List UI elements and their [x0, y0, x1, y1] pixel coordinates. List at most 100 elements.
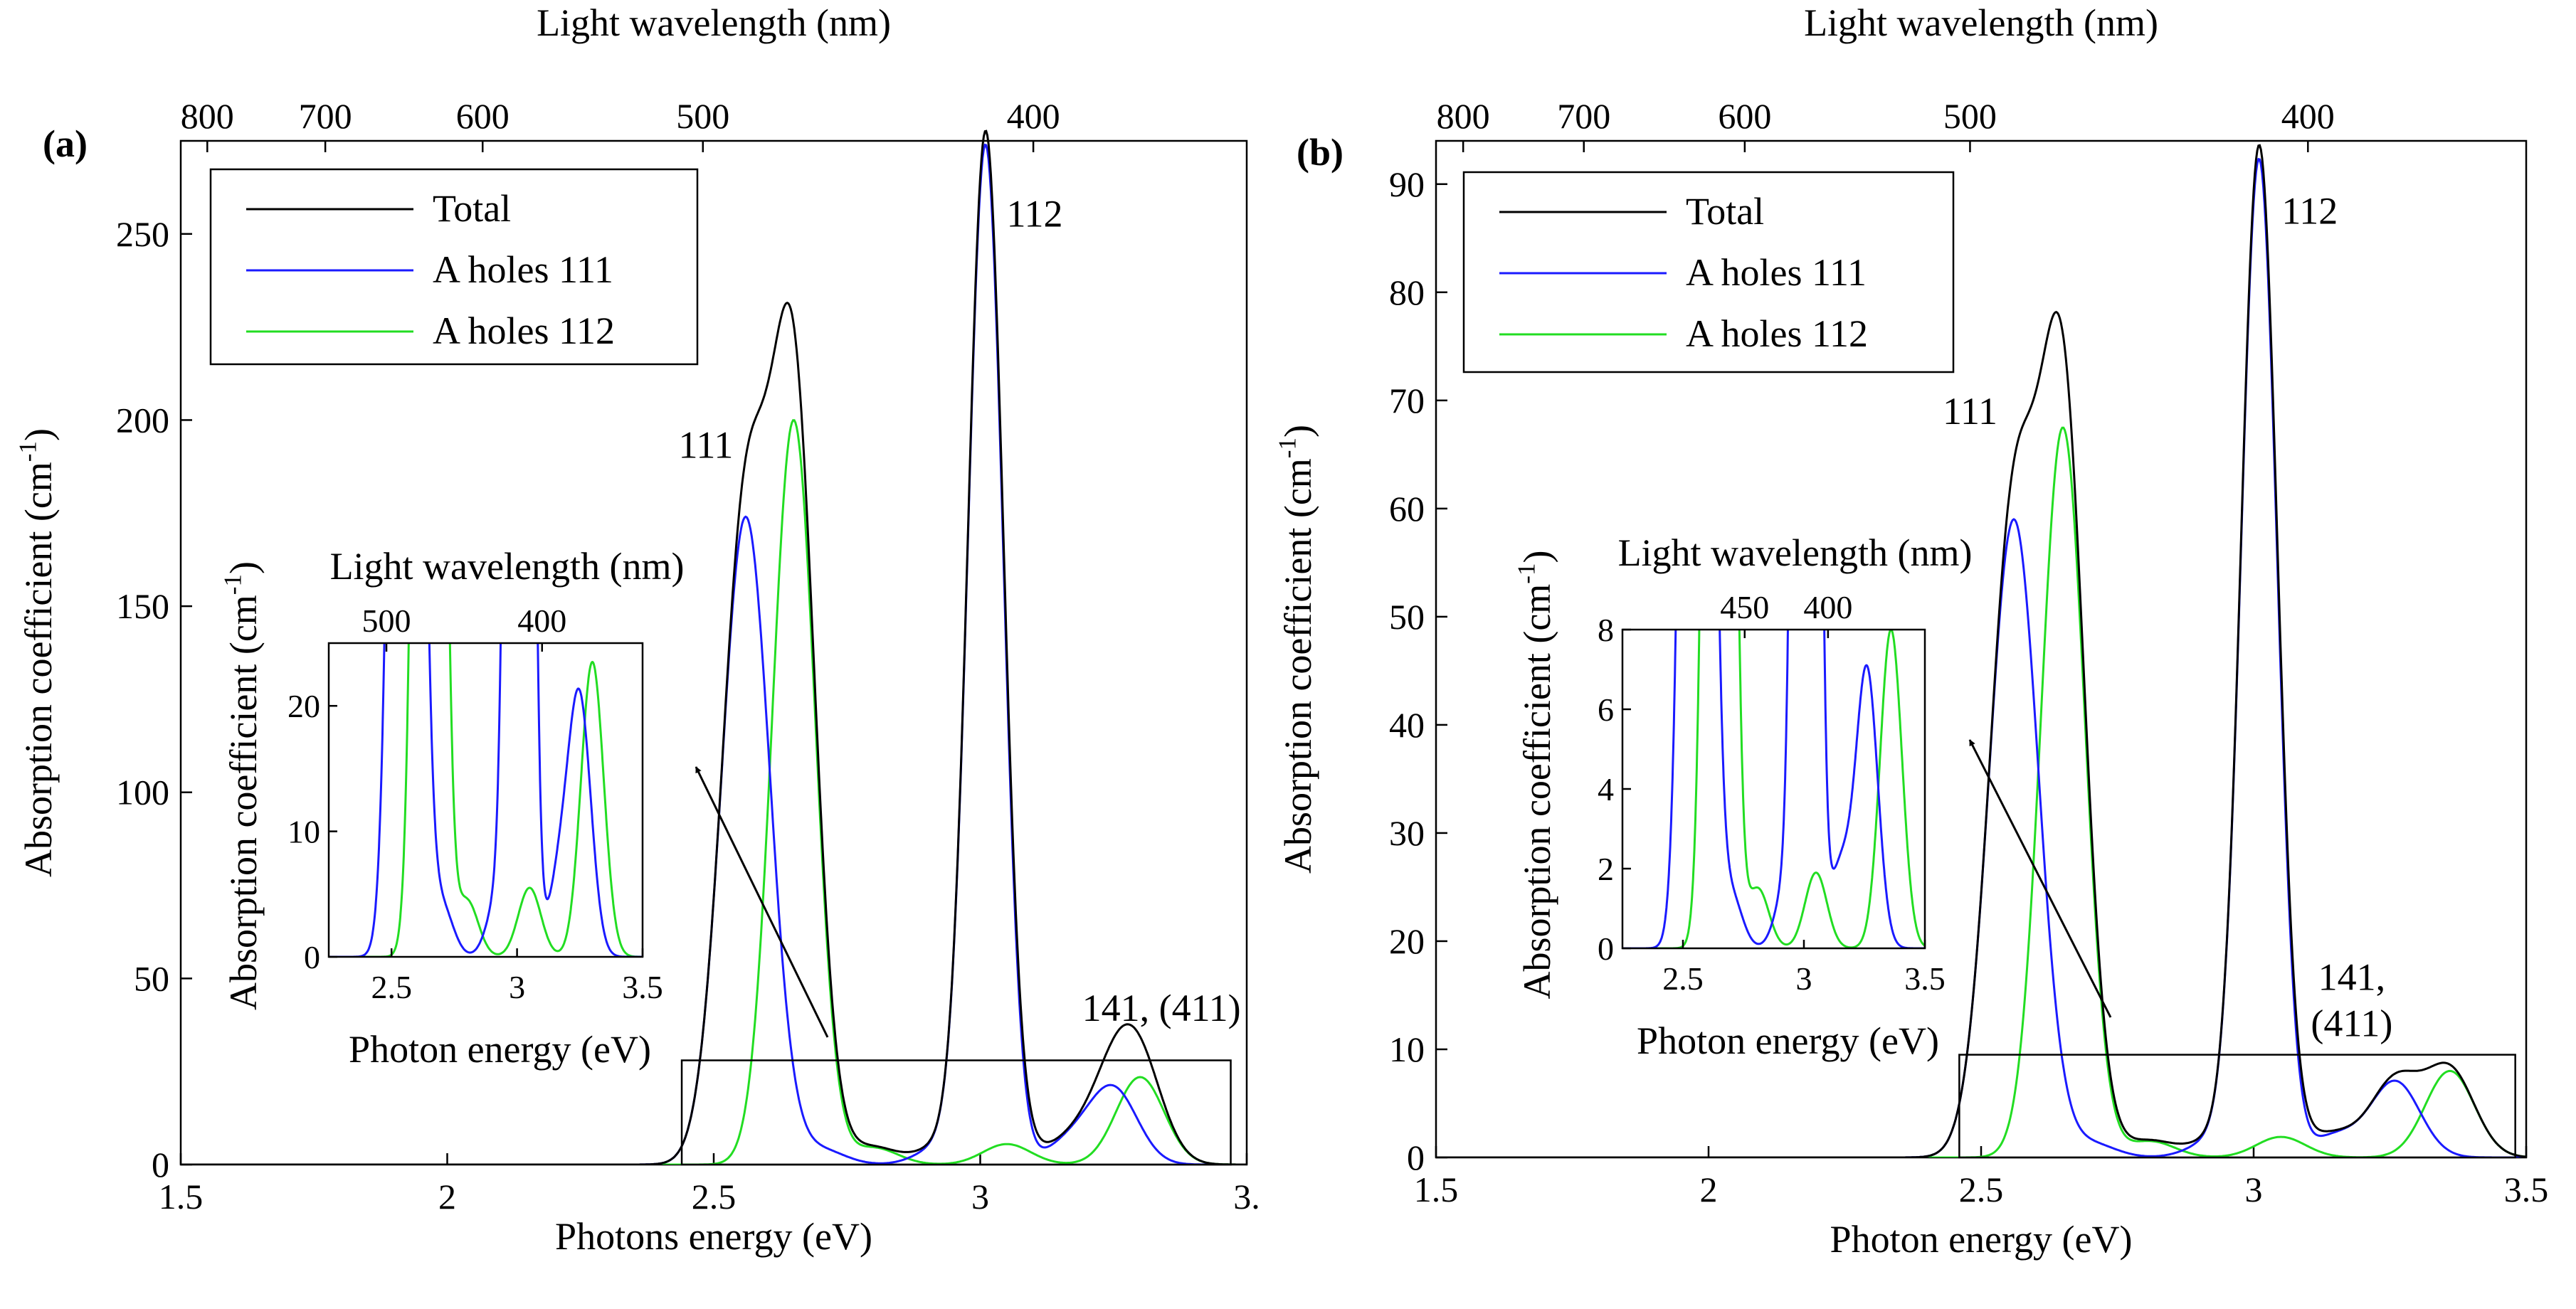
- inset-line-a-holes-111: [329, 643, 643, 957]
- peak-annotation: (411): [2311, 1002, 2392, 1045]
- top-tick-label: 700: [299, 96, 352, 136]
- inset-frame: [327, 642, 644, 958]
- x-tick-label: 2.5: [692, 1177, 737, 1217]
- legend-entry: A holes 112: [1686, 312, 1868, 355]
- x-tick-label: 2.5: [1959, 1170, 2004, 1209]
- y-tick-label: 20: [1389, 921, 1425, 961]
- inset-line-a-holes-112: [329, 643, 643, 957]
- inset-x-tick-label: 3: [509, 969, 525, 1005]
- y-tick-label: 50: [1389, 597, 1425, 637]
- x-tick-label: 2: [1700, 1170, 1718, 1209]
- legend-entry: Total: [1686, 190, 1764, 233]
- top-tick-label: 400: [1007, 96, 1060, 136]
- inset-x-tick-label: 3.5: [1904, 960, 1946, 997]
- peak-annotation: 111: [678, 424, 733, 467]
- inset-y-axis-label-main: Absorption coefficient (cm: [222, 595, 265, 1010]
- inset-x-tick-label: 3.5: [622, 969, 663, 1005]
- y-tick-label: 0: [152, 1145, 169, 1185]
- top-tick-label: 600: [456, 96, 510, 136]
- x-tick-label: 3.: [1233, 1177, 1260, 1217]
- y-tick-label: 200: [116, 400, 169, 440]
- inset-top-tick-label: 400: [1803, 589, 1852, 625]
- x-tick-label: 1.5: [1414, 1170, 1459, 1209]
- inset-top-axis-label: Light wavelength (nm): [1618, 531, 1973, 574]
- peak-annotation: 112: [2281, 189, 2338, 232]
- panel-label: (b): [1297, 131, 1344, 174]
- inset-y-axis-label-end: ): [1516, 550, 1558, 563]
- top-axis-label: Light wavelength (nm): [537, 1, 891, 44]
- y-tick-label: 100: [116, 773, 169, 812]
- x-tick-label: 3: [2245, 1170, 2263, 1209]
- inset-y-tick-label: 0: [304, 939, 320, 975]
- y-axis-label: Absorption coefficient (cm-1): [14, 428, 60, 877]
- peak-annotation: 112: [1006, 192, 1062, 235]
- zoom-box: [680, 1059, 1232, 1166]
- top-tick-label: 500: [676, 96, 729, 136]
- top-tick-label: 800: [1437, 96, 1490, 136]
- legend-entry: A holes 112: [433, 309, 615, 352]
- top-axis-label: Light wavelength (nm): [1804, 1, 2158, 44]
- zoom-arrow: [1968, 739, 2112, 1018]
- peak-annotation: 141,: [2318, 955, 2386, 998]
- inset-y-axis-label-end: ): [222, 561, 265, 574]
- y-axis-label-end: ): [17, 428, 60, 441]
- inset-curves: [1622, 630, 1925, 948]
- series-line-total: [181, 129, 1247, 1165]
- x-axis-label: Photons energy (eV): [555, 1215, 872, 1258]
- inset-line-a-holes-112: [1622, 630, 1925, 948]
- series-line-total: [1436, 144, 2526, 1157]
- inset-y-tick-label: 6: [1598, 691, 1614, 728]
- inset-y-tick-label: 2: [1598, 851, 1614, 887]
- x-tick-label: 3: [971, 1177, 989, 1217]
- y-axis-label-main: Absorption coefficient (cm: [17, 462, 60, 877]
- inset-top-tick-label: 400: [517, 603, 566, 639]
- inset-y-tick-label: 0: [1598, 931, 1614, 967]
- x-tick-label: 1.5: [159, 1177, 204, 1217]
- inset-curves: [329, 643, 643, 957]
- y-tick-label: 90: [1389, 164, 1425, 204]
- inset-x-axis-label: Photon energy (eV): [349, 1028, 651, 1071]
- inset-x-tick-label: 3: [1796, 960, 1812, 997]
- inset-y-tick-label: 4: [1598, 771, 1614, 807]
- top-tick-label: 800: [181, 96, 234, 136]
- y-tick-label: 250: [116, 214, 169, 254]
- inset-y-axis-label: Absorption coefficient (cm-1): [218, 561, 265, 1010]
- y-axis-label-sup: -1: [14, 441, 41, 462]
- y-axis-label-main: Absorption coefficient (cm: [1277, 458, 1319, 874]
- inset-chart: 2.5 3 3.5 0 10 20 500 400 Light wavelength (nm) P…: [218, 545, 685, 1071]
- inset-top-tick-label: 500: [362, 603, 411, 639]
- y-tick-label: 30: [1389, 813, 1425, 853]
- y-axis-label-sup: -1: [1273, 438, 1301, 458]
- y-tick-label: 50: [134, 958, 169, 998]
- zoom-arrow: [695, 766, 829, 1038]
- inset-x-axis-label: Photon energy (eV): [1637, 1019, 1939, 1062]
- panel-label: (a): [43, 122, 88, 165]
- legend-entry: Total: [433, 187, 511, 230]
- inset-chart: 2.5 3 3.5 0 2 4 6 8 450 400 Light wavelength (nm) P…: [1512, 531, 1973, 1062]
- peak-annotation: 111: [1943, 390, 1997, 433]
- inset-line-a-holes-111: [1622, 630, 1925, 948]
- legend-entry: A holes 111: [433, 248, 613, 291]
- y-axis-label: Absorption coefficient (cm-1): [1273, 425, 1319, 874]
- inset-y-axis-label-main: Absorption coefficient (cm: [1516, 584, 1558, 1000]
- top-tick-label: 500: [1943, 96, 1997, 136]
- inset-y-tick-label: 20: [287, 688, 320, 724]
- inset-top-axis-label: Light wavelength (nm): [330, 545, 685, 588]
- inset-y-tick-label: 10: [287, 814, 320, 850]
- top-tick-label: 600: [1718, 96, 1771, 136]
- top-tick-label: 700: [1557, 96, 1610, 136]
- y-tick-label: 60: [1389, 489, 1425, 529]
- legend-entry: A holes 111: [1686, 251, 1867, 294]
- inset-y-tick-label: 8: [1598, 612, 1614, 648]
- top-tick-label: 400: [2281, 96, 2335, 136]
- inset-y-axis-label: Absorption coefficient (cm-1): [1512, 550, 1558, 999]
- y-tick-label: 150: [116, 586, 169, 626]
- y-tick-label: 0: [1407, 1138, 1425, 1177]
- zoom-box: [1958, 1054, 2516, 1159]
- y-tick-label: 80: [1389, 272, 1425, 312]
- x-axis-label: Photon energy (eV): [1830, 1218, 2133, 1261]
- inset-x-tick-label: 2.5: [1662, 960, 1704, 997]
- y-tick-label: 10: [1389, 1029, 1425, 1069]
